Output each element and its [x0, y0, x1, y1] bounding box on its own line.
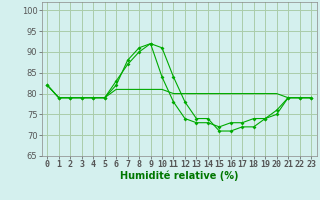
X-axis label: Humidité relative (%): Humidité relative (%): [120, 171, 238, 181]
